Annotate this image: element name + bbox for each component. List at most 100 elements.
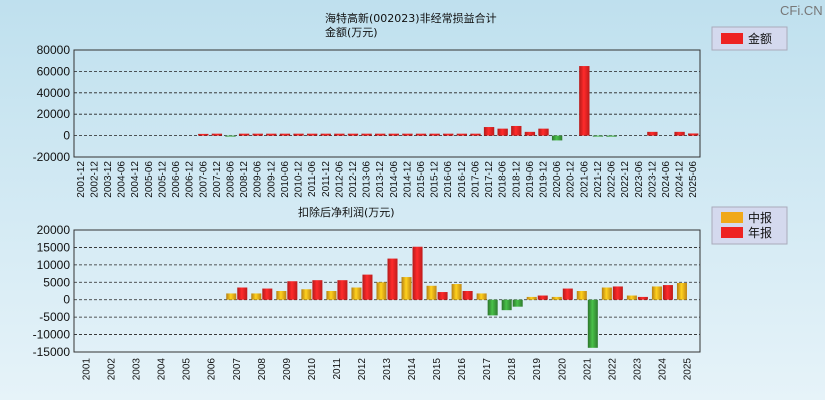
x-tick-label: 2002 <box>107 358 118 381</box>
x-tick-label: 2022-12 <box>620 161 631 198</box>
y-tick-label: 0 <box>63 129 70 143</box>
chart-2-x-ticks: 2001 2002 2003 2004 2005 2006 2007 2008 2009 2010… <box>82 358 694 381</box>
x-tick-label: 2023-12 <box>647 161 658 198</box>
x-tick-label: 2014-06 <box>389 161 400 198</box>
x-tick-label: 2016-06 <box>443 161 454 198</box>
bar <box>512 299 523 307</box>
y-tick-label: 40000 <box>37 86 71 100</box>
x-tick-label: 2021-06 <box>579 161 590 198</box>
bar <box>674 131 685 136</box>
bar <box>225 135 236 137</box>
y-tick-label: 0 <box>63 293 70 307</box>
bar <box>538 128 549 136</box>
bar <box>443 133 454 136</box>
bar <box>537 295 548 300</box>
x-tick-label: 2007 <box>232 358 243 381</box>
bar <box>524 131 536 136</box>
bar <box>306 133 318 136</box>
x-tick-label: 2007-06 <box>198 161 209 198</box>
bar <box>252 133 263 136</box>
x-tick-label: 2017-12 <box>484 161 495 198</box>
x-tick-label: 2012-06 <box>334 161 345 198</box>
x-tick-label: 2018 <box>507 358 518 381</box>
x-tick-label: 2016-12 <box>457 161 468 198</box>
watermark: CFi.CN <box>780 3 823 18</box>
chart-2-plot-frame <box>73 229 701 353</box>
x-tick-label: 2007-12 <box>212 161 223 198</box>
x-tick-label: 2015-12 <box>430 161 441 198</box>
x-tick-label: 2024 <box>657 358 668 381</box>
bar <box>647 131 658 136</box>
x-tick-label: 2011 <box>332 358 343 380</box>
x-tick-label: 2020 <box>557 358 568 381</box>
bar <box>456 133 468 136</box>
x-tick-label: 2020-12 <box>566 161 577 198</box>
bar <box>388 133 399 136</box>
x-tick-label: 2002-12 <box>89 161 100 198</box>
x-tick-label: 2010 <box>307 358 318 381</box>
legend-2-swatch-interim <box>721 212 743 223</box>
chart-1-plot-frame <box>73 49 701 158</box>
bar <box>587 299 598 348</box>
bar <box>415 133 427 136</box>
chart-1-x-ticks: 2001-12 2002-12 2003-12 2004-06 2004-12 2005-… <box>76 161 699 198</box>
bar <box>320 133 331 136</box>
x-tick-label: 2021 <box>582 358 593 381</box>
x-tick-label: 2003 <box>132 358 143 381</box>
x-tick-label: 2013-06 <box>362 161 373 198</box>
bar <box>312 280 323 300</box>
y-tick-label: 60000 <box>37 64 71 78</box>
x-tick-label: 2019 <box>532 358 543 381</box>
x-tick-label: 2004 <box>157 358 168 381</box>
legend-2-label-annual: 年报 <box>748 225 772 240</box>
bar <box>651 286 662 300</box>
bar <box>266 133 277 136</box>
x-tick-label: 2011-12 <box>321 161 332 197</box>
chart-2-title: 扣除后净利润(万元) <box>298 205 395 219</box>
x-tick-label: 2018-12 <box>511 161 522 198</box>
bar <box>592 135 604 137</box>
x-tick-label: 2006 <box>207 358 218 381</box>
bar <box>676 282 687 300</box>
bar <box>347 133 359 136</box>
bar <box>526 296 537 300</box>
bar <box>606 135 617 137</box>
legend-2-swatch-annual <box>721 227 743 238</box>
x-tick-label: 2014 <box>407 358 418 381</box>
x-tick-label: 2017-06 <box>470 161 481 198</box>
chart-1-subtitle: 金额(万元) <box>325 25 378 39</box>
chart-2-bars <box>226 246 687 348</box>
x-tick-label: 2006-06 <box>171 161 182 198</box>
x-tick-label: 2024-06 <box>661 161 672 198</box>
x-tick-label: 2025-06 <box>688 161 699 198</box>
x-tick-label: 2001 <box>82 358 93 381</box>
x-tick-label: 2008-06 <box>226 161 237 198</box>
y-tick-label: -20000 <box>33 150 71 164</box>
chart-1-legend: 金额 <box>711 26 788 51</box>
y-tick-label: 80000 <box>37 43 71 57</box>
bar <box>238 133 250 136</box>
x-tick-label: 2016 <box>457 358 468 381</box>
x-tick-label: 2003-12 <box>103 161 114 198</box>
y-tick-label: -15000 <box>33 345 71 359</box>
bar <box>462 291 473 300</box>
chart-1-bars <box>198 66 699 141</box>
chart-1-gridlines <box>74 71 700 137</box>
bar <box>451 284 462 300</box>
x-tick-label: 2005-12 <box>157 161 168 198</box>
bar <box>662 285 673 300</box>
legend-1-swatch-amount <box>721 33 743 44</box>
x-tick-label: 2022-06 <box>607 161 618 198</box>
bar <box>612 286 623 300</box>
x-tick-label: 2021-12 <box>593 161 604 198</box>
bar <box>198 133 209 136</box>
bar <box>412 246 423 300</box>
bar <box>551 135 563 141</box>
y-tick-label: 20000 <box>37 223 71 237</box>
x-tick-label: 2018-06 <box>498 161 509 198</box>
bar <box>387 258 398 300</box>
bar <box>501 299 512 311</box>
y-tick-label: -10000 <box>33 328 71 342</box>
x-tick-label: 2015-06 <box>416 161 427 198</box>
x-tick-label: 2012 <box>357 358 368 381</box>
